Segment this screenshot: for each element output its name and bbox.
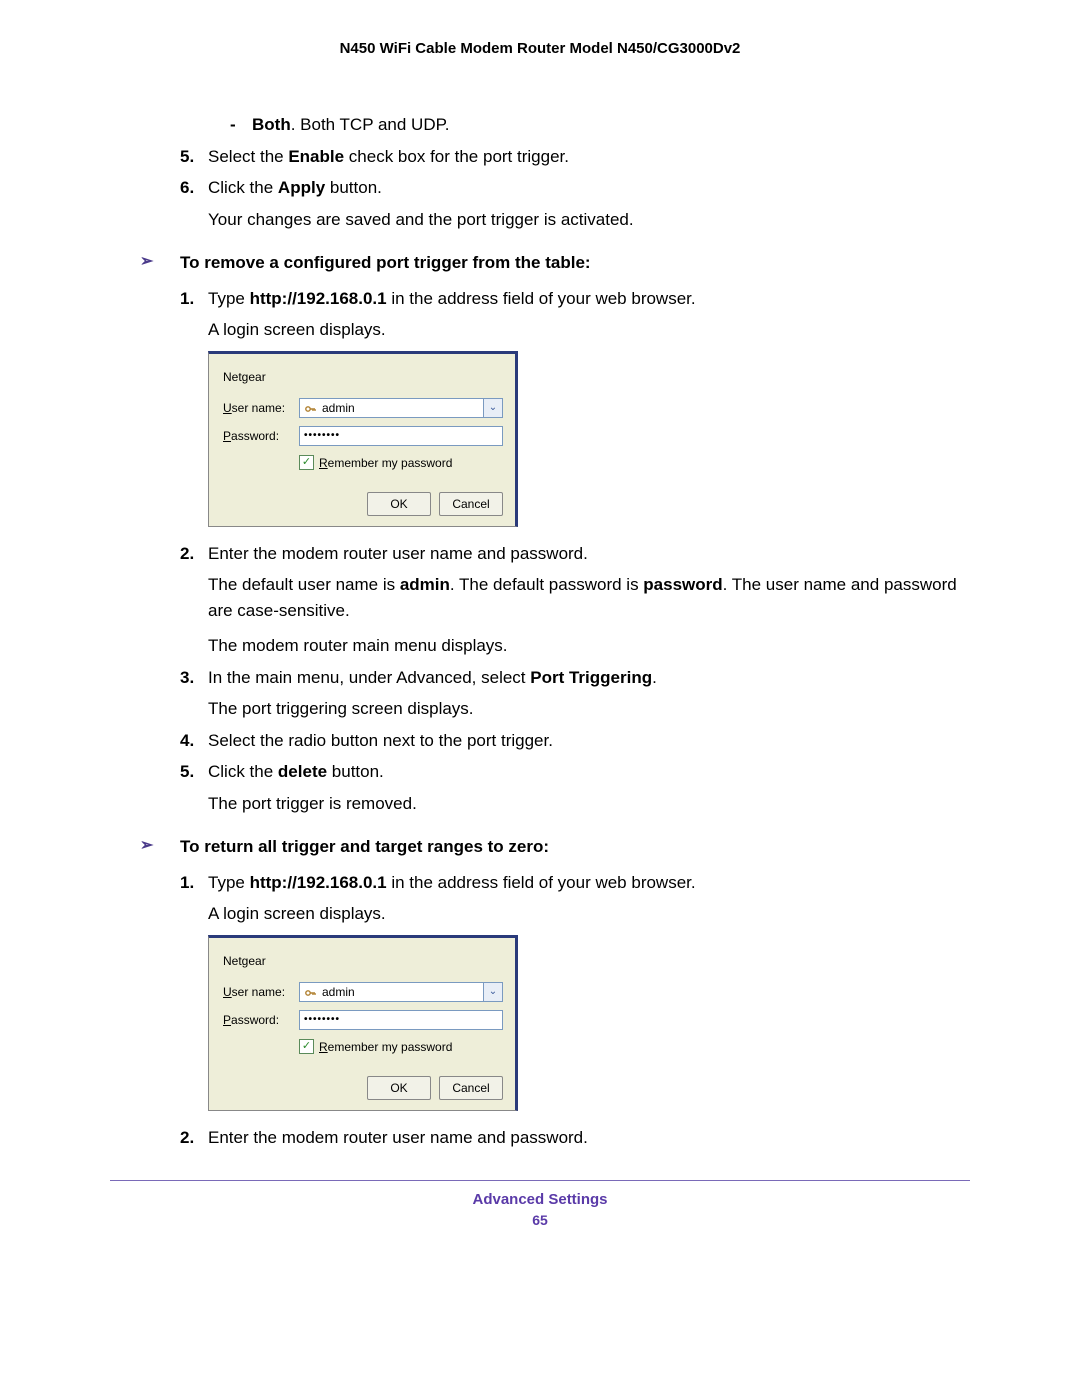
- document-page: N450 WiFi Cable Modem Router Model N450/…: [0, 0, 1080, 1258]
- step-number: 4.: [180, 728, 208, 754]
- step-a3-follow: The port triggering screen displays.: [208, 696, 970, 722]
- username-input[interactable]: admin ⌄: [299, 398, 503, 418]
- footer-section-title: Advanced Settings: [110, 1191, 970, 1208]
- step-text: Enter the modem router user name and pas…: [208, 1125, 588, 1151]
- key-icon: [304, 402, 316, 414]
- dialog-buttons: OK Cancel: [223, 1076, 503, 1100]
- arrow-icon: ➢: [140, 834, 180, 860]
- step-a2-follow: The modem router main menu displays.: [208, 633, 970, 659]
- combo-dropdown-button[interactable]: ⌄: [483, 399, 502, 417]
- step-text: In the main menu, under Advanced, select…: [208, 665, 657, 691]
- step-number: 1.: [180, 286, 208, 312]
- login-realm: Netgear: [223, 952, 503, 970]
- chevron-down-icon: ⌄: [489, 984, 497, 999]
- password-mask: ••••••••: [304, 428, 340, 443]
- login-realm: Netgear: [223, 368, 503, 386]
- step-number: 6.: [180, 175, 208, 201]
- ok-button[interactable]: OK: [367, 1076, 431, 1100]
- section-return-ranges: ➢ To return all trigger and target range…: [140, 834, 970, 860]
- password-input[interactable]: ••••••••: [299, 426, 503, 446]
- step-number: 1.: [180, 870, 208, 896]
- remember-label: Remember my password: [319, 454, 452, 472]
- step-6-follow: Your changes are saved and the port trig…: [208, 207, 970, 233]
- content-body: - Both. Both TCP and UDP. 5. Select the …: [110, 112, 970, 1150]
- section-remove-trigger: ➢ To remove a configured port trigger fr…: [140, 250, 970, 276]
- step-text: Select the radio button next to the port…: [208, 728, 553, 754]
- step-a5: 5. Click the delete button.: [180, 759, 970, 785]
- footer-page-number: 65: [110, 1212, 970, 1228]
- step-text: Type http://192.168.0.1 in the address f…: [208, 870, 696, 896]
- username-row: User name: admin ⌄: [223, 982, 503, 1002]
- step-text: Click the delete button.: [208, 759, 384, 785]
- bullet-text: Both. Both TCP and UDP.: [252, 112, 449, 138]
- step-number: 5.: [180, 144, 208, 170]
- remember-checkbox[interactable]: ✓: [299, 455, 314, 470]
- step-a5-follow: The port trigger is removed.: [208, 791, 970, 817]
- step-b1-follow: A login screen displays.: [208, 901, 970, 927]
- password-input[interactable]: ••••••••: [299, 1010, 503, 1030]
- step-a4: 4. Select the radio button next to the p…: [180, 728, 970, 754]
- arrow-icon: ➢: [140, 250, 180, 276]
- remember-label: Remember my password: [319, 1038, 452, 1056]
- password-mask: ••••••••: [304, 1012, 340, 1027]
- password-row: Password: ••••••••: [223, 1010, 503, 1030]
- password-label: Password:: [223, 1011, 299, 1029]
- step-a3: 3. In the main menu, under Advanced, sel…: [180, 665, 970, 691]
- section-title: To remove a configured port trigger from…: [180, 250, 591, 276]
- check-icon: ✓: [302, 457, 311, 468]
- page-footer: Advanced Settings 65: [110, 1180, 970, 1228]
- key-icon: [304, 986, 316, 998]
- step-a2-detail: The default user name is admin. The defa…: [208, 572, 970, 623]
- password-label: Password:: [223, 427, 299, 445]
- ok-button[interactable]: OK: [367, 492, 431, 516]
- step-text: Click the Apply button.: [208, 175, 382, 201]
- step-a1-follow: A login screen displays.: [208, 317, 970, 343]
- cancel-button[interactable]: Cancel: [439, 1076, 503, 1100]
- step-number: 5.: [180, 759, 208, 785]
- username-input[interactable]: admin ⌄: [299, 982, 503, 1002]
- chevron-down-icon: ⌄: [489, 400, 497, 415]
- step-number: 2.: [180, 1125, 208, 1151]
- step-b2: 2. Enter the modem router user name and …: [180, 1125, 970, 1151]
- step-text: Select the Enable check box for the port…: [208, 144, 569, 170]
- bullet-dash: -: [230, 112, 252, 138]
- username-label: User name:: [223, 399, 299, 417]
- username-row: User name: admin ⌄: [223, 398, 503, 418]
- cancel-button[interactable]: Cancel: [439, 492, 503, 516]
- remember-row: ✓ Remember my password: [299, 454, 503, 472]
- sub-bullet-both: - Both. Both TCP and UDP.: [230, 112, 970, 138]
- step-text: Type http://192.168.0.1 in the address f…: [208, 286, 696, 312]
- step-b1: 1. Type http://192.168.0.1 in the addres…: [180, 870, 970, 896]
- check-icon: ✓: [302, 1041, 311, 1052]
- password-row: Password: ••••••••: [223, 426, 503, 446]
- dialog-buttons: OK Cancel: [223, 492, 503, 516]
- step-5: 5. Select the Enable check box for the p…: [180, 144, 970, 170]
- step-a1: 1. Type http://192.168.0.1 in the addres…: [180, 286, 970, 312]
- step-a2: 2. Enter the modem router user name and …: [180, 541, 970, 567]
- remember-row: ✓ Remember my password: [299, 1038, 503, 1056]
- step-6: 6. Click the Apply button.: [180, 175, 970, 201]
- page-header-title: N450 WiFi Cable Modem Router Model N450/…: [110, 40, 970, 57]
- login-dialog: Netgear User name: admin ⌄ Password: •••…: [208, 935, 518, 1111]
- step-text: Enter the modem router user name and pas…: [208, 541, 588, 567]
- remember-checkbox[interactable]: ✓: [299, 1039, 314, 1054]
- step-number: 2.: [180, 541, 208, 567]
- step-number: 3.: [180, 665, 208, 691]
- section-title: To return all trigger and target ranges …: [180, 834, 549, 860]
- username-value: admin: [322, 983, 355, 1001]
- username-label: User name:: [223, 983, 299, 1001]
- combo-dropdown-button[interactable]: ⌄: [483, 983, 502, 1001]
- username-value: admin: [322, 399, 355, 417]
- login-dialog: Netgear User name: admin ⌄ Password: •••…: [208, 351, 518, 527]
